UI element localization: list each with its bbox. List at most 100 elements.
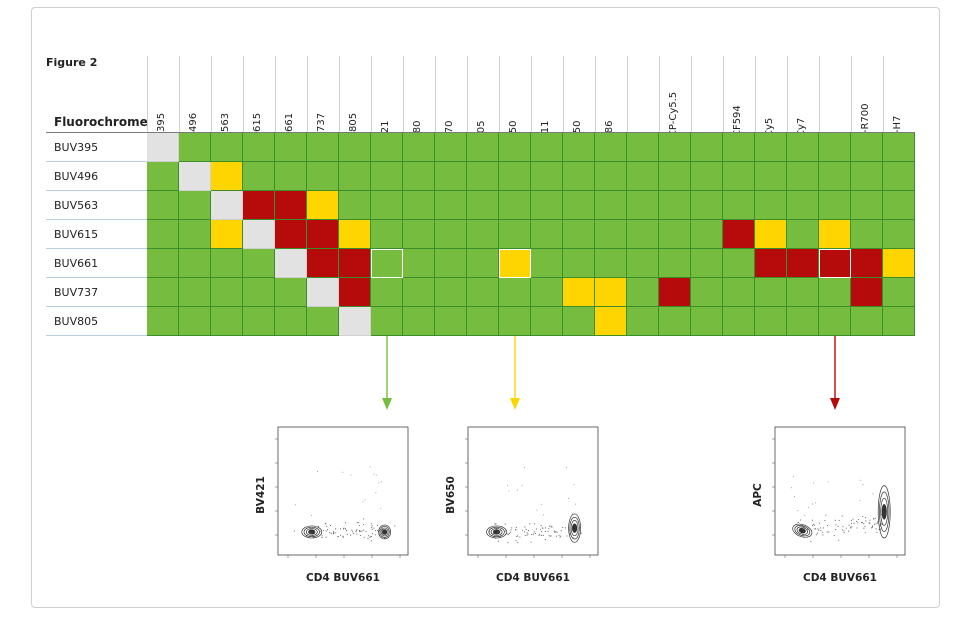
column-divider <box>147 56 148 160</box>
event-dot <box>814 502 816 504</box>
event-dot <box>362 518 365 520</box>
column-divider <box>723 56 724 160</box>
population-contour <box>303 526 320 538</box>
event-dot <box>374 534 376 536</box>
column-divider <box>467 56 468 160</box>
event-dot <box>871 527 873 529</box>
event-dot <box>826 525 828 527</box>
heatmap-cell <box>371 133 403 162</box>
heatmap-cell <box>307 307 339 336</box>
heatmap-cell <box>147 307 179 336</box>
heatmap-cell <box>499 220 531 249</box>
population-contour <box>308 529 316 535</box>
heatmap-cell <box>179 278 211 307</box>
event-dot <box>507 534 509 536</box>
heatmap-cell <box>211 278 243 307</box>
column-divider <box>435 56 436 160</box>
event-dot <box>351 529 353 531</box>
heatmap-cell <box>883 133 915 162</box>
heatmap-cell <box>147 220 179 249</box>
event-dot <box>524 526 526 528</box>
event-dot <box>560 530 562 532</box>
heatmap-cell <box>435 133 467 162</box>
event-dot <box>875 523 877 525</box>
event-dot <box>337 536 339 538</box>
column-divider <box>787 56 788 160</box>
row-label: BUV661 <box>54 257 99 270</box>
event-dot <box>319 530 321 532</box>
heatmap-cell <box>435 220 467 249</box>
heatmap-cell <box>723 278 755 307</box>
event-dot <box>544 539 546 541</box>
event-dot <box>497 540 499 542</box>
event-dot <box>378 527 381 529</box>
highlight-box <box>499 249 531 278</box>
event-dot <box>379 534 381 536</box>
heatmap-cell <box>819 220 851 249</box>
heatmap-cell <box>307 162 339 191</box>
event-dot <box>812 524 814 527</box>
heatmap-cell <box>755 249 787 278</box>
heatmap-cell <box>435 307 467 336</box>
event-dot <box>335 532 337 534</box>
heatmap-cell <box>787 162 819 191</box>
event-dot <box>822 527 824 529</box>
event-dot <box>843 532 845 534</box>
event-dot <box>526 532 528 534</box>
heatmap-cell <box>787 133 819 162</box>
event-dot <box>501 525 503 527</box>
event-dot <box>879 525 881 527</box>
event-dot <box>572 537 574 539</box>
event-dot <box>535 528 537 530</box>
heatmap-cell <box>851 162 883 191</box>
heatmap-cell <box>627 191 659 220</box>
event-dot <box>363 523 365 526</box>
event-dot <box>863 523 865 525</box>
column-divider <box>563 56 564 160</box>
plot-frame <box>774 426 906 556</box>
event-dot <box>835 529 837 531</box>
event-dot <box>510 531 512 533</box>
heatmap-cell <box>179 162 211 191</box>
row-divider <box>46 306 147 307</box>
event-dot <box>367 538 369 540</box>
heatmap-cell <box>147 162 179 191</box>
population-contour <box>570 520 579 537</box>
event-dot <box>378 482 380 484</box>
event-dot <box>362 501 364 503</box>
event-dot <box>797 521 799 524</box>
heatmap-cell <box>819 162 851 191</box>
event-dot <box>380 529 382 531</box>
event-dot <box>321 535 323 537</box>
event-dot <box>553 530 556 532</box>
population-contour <box>382 529 388 535</box>
column-divider <box>499 56 500 160</box>
event-dot <box>312 535 314 537</box>
heatmap-cell <box>595 307 627 336</box>
event-dot <box>822 531 824 533</box>
heatmap-cell <box>467 278 499 307</box>
event-dot <box>801 524 803 526</box>
event-dot <box>534 532 536 534</box>
event-dot <box>842 526 844 528</box>
heatmap-cell <box>403 249 435 278</box>
population-contour <box>569 516 580 540</box>
event-dot <box>521 484 523 486</box>
heatmap-cell <box>883 307 915 336</box>
event-dot <box>863 527 865 529</box>
event-dot <box>318 525 320 528</box>
event-dot <box>533 531 535 533</box>
event-dot <box>323 529 325 532</box>
heatmap-cell <box>403 220 435 249</box>
heatmap-cell <box>243 133 275 162</box>
event-dot <box>860 522 863 524</box>
heatmap-cell <box>243 307 275 336</box>
event-dot <box>548 528 550 530</box>
event-dot <box>568 533 571 535</box>
event-dot <box>370 523 372 525</box>
event-dot <box>838 539 840 541</box>
heatmap-cell <box>691 278 723 307</box>
event-dot <box>358 522 360 524</box>
y-axis-label: BV650 <box>445 476 457 514</box>
heatmap-cell <box>595 162 627 191</box>
